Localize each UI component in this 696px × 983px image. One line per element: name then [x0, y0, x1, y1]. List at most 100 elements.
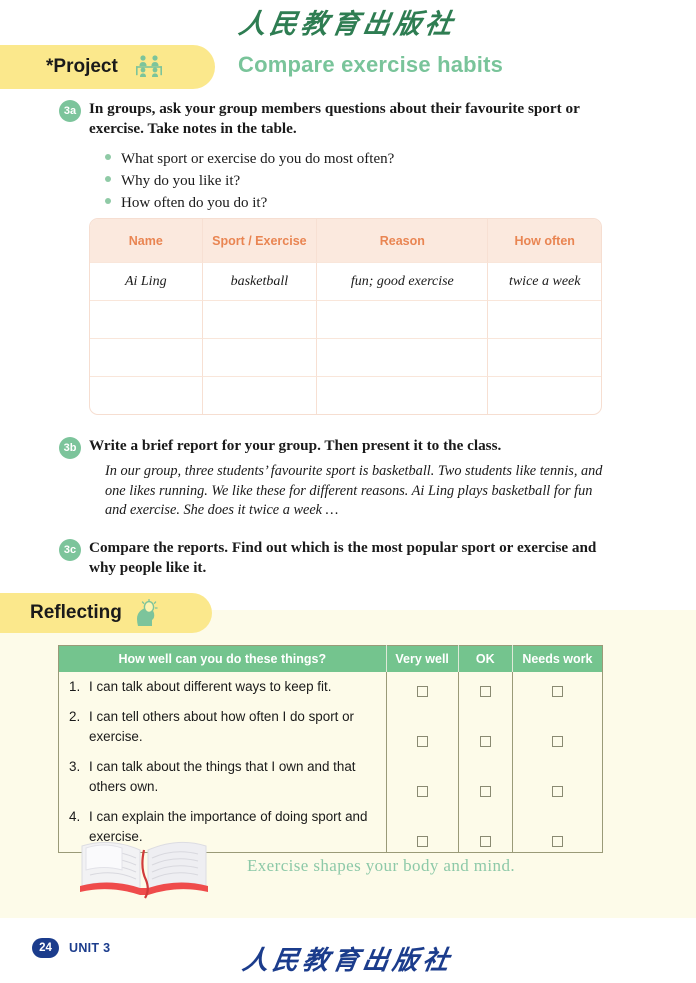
task-badge-3a: 3a	[59, 100, 81, 122]
task-badge-3c: 3c	[59, 539, 81, 561]
checkbox-icon[interactable]	[479, 836, 491, 847]
page-number-badge: 24	[32, 938, 59, 958]
checkbox-icon[interactable]	[479, 686, 491, 697]
checkbox-cell-needs-work[interactable]	[512, 802, 602, 853]
table-row[interactable]	[90, 376, 601, 414]
statement-text: I can talk about the things that I own a…	[89, 759, 356, 794]
cell-reason[interactable]	[317, 376, 489, 414]
task-3b-instruction: Write a brief report for your group. The…	[89, 437, 502, 454]
statement-cell: 1. I can talk about different ways to ke…	[58, 671, 387, 702]
bullet-dot-icon	[105, 198, 111, 204]
page-footer: 24 UNIT 3	[32, 938, 110, 958]
checkbox-icon[interactable]	[416, 786, 428, 797]
cell-name[interactable]	[90, 338, 203, 376]
cell-how-often[interactable]: twice a week	[488, 262, 601, 300]
cell-reason[interactable]	[317, 300, 489, 338]
table-header-row: Name Sport / Exercise Reason How often	[90, 219, 601, 262]
unit-label: UNIT 3	[69, 941, 111, 955]
checkbox-icon[interactable]	[479, 786, 491, 797]
statement-text: I can talk about different ways to keep …	[89, 678, 332, 694]
table-row[interactable]	[90, 300, 601, 338]
notes-table: Name Sport / Exercise Reason How often A…	[89, 218, 602, 415]
task-3a-bullet-list: What sport or exercise do you do most of…	[105, 148, 394, 214]
checkbox-cell-very-well[interactable]	[386, 752, 459, 802]
checkbox-cell-needs-work[interactable]	[512, 672, 602, 703]
checkbox-cell-very-well[interactable]	[386, 702, 459, 752]
task-3b-sample-report: In our group, three students’ favourite …	[105, 463, 603, 518]
statement-text: I can tell others about how often I do s…	[89, 709, 354, 744]
task-badge-3b: 3b	[59, 437, 81, 459]
column-header-how-often: How often	[488, 219, 601, 262]
checkbox-cell-ok[interactable]	[458, 802, 513, 853]
cell-how-often[interactable]	[488, 376, 601, 414]
publisher-logo-bottom: 人民教育出版社	[240, 946, 455, 975]
checkbox-icon[interactable]	[416, 736, 428, 747]
lightbulb-head-icon	[134, 598, 160, 627]
task-3a-instruction: In groups, ask your group members questi…	[89, 100, 580, 137]
reflecting-table: How well can you do these things? Very w…	[58, 645, 603, 853]
project-label: *Project	[46, 56, 118, 77]
statement-number: 3.	[69, 759, 81, 774]
table-row: 2. I can tell others about how often I d…	[58, 702, 603, 752]
checkbox-cell-very-well[interactable]	[386, 671, 459, 702]
open-book-icon	[74, 832, 214, 902]
group-meeting-icon	[134, 54, 164, 80]
table-row[interactable]	[90, 338, 601, 376]
cell-reason[interactable]: fun; good exercise	[317, 262, 489, 300]
checkbox-icon[interactable]	[416, 836, 428, 847]
cell-sport[interactable]	[202, 338, 318, 376]
cell-how-often[interactable]	[488, 300, 601, 338]
reflecting-label: Reflecting	[30, 602, 122, 623]
column-header-name: Name	[90, 219, 203, 262]
checkbox-cell-ok[interactable]	[458, 671, 513, 702]
statement-number: 2.	[69, 709, 81, 724]
checkbox-icon[interactable]	[416, 686, 428, 697]
checkbox-icon[interactable]	[479, 736, 491, 747]
checkbox-icon[interactable]	[551, 786, 563, 797]
project-banner: *Project	[0, 45, 215, 89]
cell-name[interactable]	[90, 376, 203, 414]
column-header-reason: Reason	[317, 219, 489, 262]
bullet-dot-icon	[105, 176, 111, 182]
list-item: Why do you like it?	[105, 170, 394, 192]
statement-text: I can explain the importance of doing sp…	[89, 809, 368, 844]
project-title: Compare exercise habits	[238, 52, 504, 77]
table-header-row: How well can you do these things? Very w…	[58, 645, 603, 672]
statement-number: 1.	[69, 678, 81, 694]
table-row: 1. I can talk about different ways to ke…	[58, 671, 603, 703]
bullet-text: How often do you do it?	[121, 195, 268, 211]
statement-number: 4.	[69, 809, 81, 824]
cell-sport[interactable]	[202, 376, 318, 414]
list-item: How often do you do it?	[105, 192, 394, 214]
cell-reason[interactable]	[317, 338, 489, 376]
checkbox-cell-ok[interactable]	[458, 702, 513, 752]
checkbox-cell-ok[interactable]	[458, 752, 513, 802]
column-header-very-well: Very well	[386, 645, 459, 672]
cell-how-often[interactable]	[488, 338, 601, 376]
list-item: What sport or exercise do you do most of…	[105, 148, 394, 170]
quote-strip: Exercise shapes your body and mind.	[62, 838, 604, 899]
table-row[interactable]: Ai Ling basketball fun; good exercise tw…	[90, 262, 601, 300]
checkbox-cell-needs-work[interactable]	[512, 702, 602, 752]
statement-cell: 2. I can tell others about how often I d…	[58, 702, 387, 752]
column-header-ok: OK	[458, 645, 513, 672]
cell-sport[interactable]	[202, 300, 318, 338]
column-header-needs-work: Needs work	[512, 645, 603, 672]
quote-text: Exercise shapes your body and mind.	[247, 856, 515, 875]
checkbox-cell-needs-work[interactable]	[512, 752, 602, 802]
cell-name[interactable]: Ai Ling	[90, 262, 203, 300]
checkbox-icon[interactable]	[551, 836, 563, 847]
table-row: 3. I can talk about the things that I ow…	[58, 752, 603, 802]
checkbox-cell-very-well[interactable]	[386, 802, 459, 853]
checkbox-icon[interactable]	[551, 736, 563, 747]
column-header-sport: Sport / Exercise	[202, 219, 318, 262]
checkbox-icon[interactable]	[551, 686, 563, 697]
statement-cell: 3. I can talk about the things that I ow…	[58, 752, 387, 802]
task-3c-instruction: Compare the reports. Find out which is t…	[89, 539, 597, 576]
bullet-dot-icon	[105, 154, 111, 160]
bullet-text: What sport or exercise do you do most of…	[121, 151, 395, 167]
cell-sport[interactable]: basketball	[202, 262, 318, 300]
column-header-statement: How well can you do these things?	[58, 645, 387, 672]
cell-name[interactable]	[90, 300, 203, 338]
